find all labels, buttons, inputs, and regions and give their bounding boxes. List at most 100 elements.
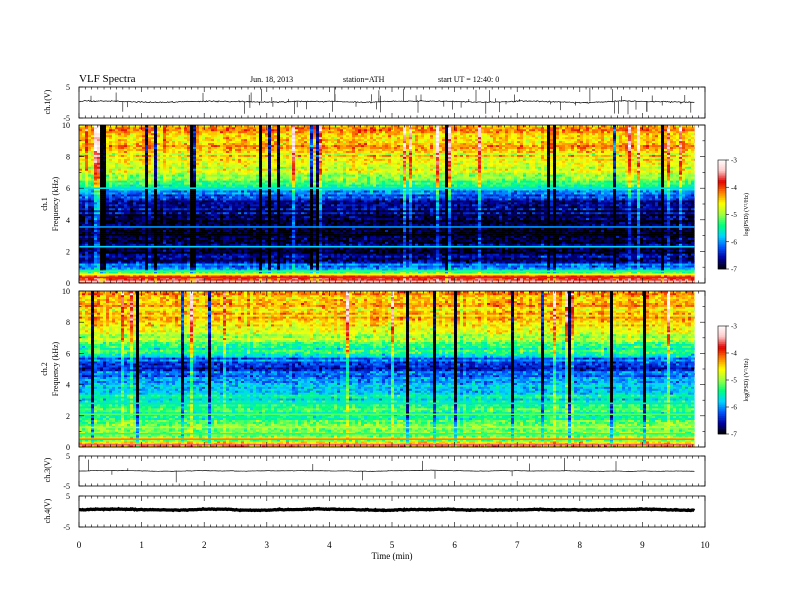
spectrogram-cell: [124, 255, 128, 258]
spectrogram-cell: [508, 247, 512, 250]
spectrogram-cell: [160, 259, 164, 262]
spectrogram-cell: [661, 253, 665, 256]
spectrogram-cell: [616, 251, 620, 254]
spectrogram-cell: [346, 237, 350, 240]
spectrogram-cell: [460, 243, 464, 246]
spectrogram-cell: [487, 279, 491, 282]
spectrogram-cell: [550, 255, 554, 258]
spectrogram-cell: [595, 255, 599, 258]
spectrogram-cell: [403, 255, 407, 258]
spectrogram-cell: [403, 257, 407, 260]
spectrogram-cell: [457, 261, 461, 264]
spectrogram-cell: [376, 275, 380, 278]
spectrogram-cell: [478, 239, 482, 242]
spectrogram-cell: [634, 275, 638, 278]
spectrogram-cell: [619, 259, 623, 262]
spectrogram-cell: [301, 269, 305, 272]
spectrogram-cell: [478, 265, 482, 268]
spectrogram-cell: [331, 257, 335, 260]
spectrogram-cell: [352, 241, 356, 244]
spectrogram-cell: [466, 263, 470, 266]
spectrogram-cell: [430, 259, 434, 262]
spectrogram-cell: [241, 241, 245, 244]
spectrogram-cell: [439, 257, 443, 260]
spectrogram-cell: [490, 257, 494, 260]
spectrogram-cell: [541, 253, 545, 256]
spectrogram-cell: [376, 269, 380, 272]
spectrogram-cell: [220, 259, 224, 262]
spectrogram-cell: [520, 275, 524, 278]
spectrogram-cell: [343, 251, 347, 254]
spectrogram-cell: [154, 261, 158, 264]
spectrogram-cell: [391, 269, 395, 272]
spectrogram-cell: [595, 237, 599, 240]
spectrogram-cell: [637, 255, 641, 258]
spectrogram-cell: [526, 255, 530, 258]
spectrogram-cell: [418, 265, 422, 268]
spectrogram-cell: [616, 247, 620, 250]
spectrogram-cell: [634, 261, 638, 264]
spectrogram-cell: [133, 259, 137, 262]
spectrogram-cell: [475, 267, 479, 270]
spectrogram-cell: [277, 263, 281, 266]
spectrogram-cell: [253, 241, 257, 244]
spectrogram-cell: [106, 239, 110, 242]
spectrogram-cell: [415, 275, 419, 278]
spectrogram-cell: [493, 247, 497, 250]
spectrogram-cell: [346, 263, 350, 266]
spectrogram-cell: [88, 251, 92, 254]
spectrogram-cell: [592, 259, 596, 262]
spectrogram-cell: [523, 267, 527, 270]
spectrogram-cell: [226, 259, 230, 262]
spectrogram-cell: [274, 271, 278, 274]
spectrogram-cell: [496, 279, 500, 282]
spectrogram-cell: [358, 269, 362, 272]
spectrogram-cell: [352, 259, 356, 262]
spectrogram-cell: [634, 263, 638, 266]
spectrogram-cell: [277, 279, 281, 282]
spectrogram-cell: [682, 271, 686, 274]
spectrogram-cell: [133, 253, 137, 256]
spectrogram-cell: [445, 257, 449, 260]
spectrogram-cell: [151, 257, 155, 260]
spectrogram-cell: [121, 267, 125, 270]
spectrogram-cell: [109, 259, 113, 262]
spectrogram-cell: [385, 265, 389, 268]
spectrogram-cell: [640, 269, 644, 272]
spectrogram-cell: [544, 255, 548, 258]
spectrogram-cell: [601, 241, 605, 244]
spectrogram-cell: [358, 257, 362, 260]
spectrogram-cell: [142, 253, 146, 256]
spectrogram-cell: [259, 249, 263, 252]
spectrogram-cell: [307, 257, 311, 260]
spectrogram-cell: [580, 265, 584, 268]
spectrogram-cell: [535, 265, 539, 268]
spectrogram-cell: [499, 237, 503, 240]
spectrogram-cell: [472, 243, 476, 246]
spectrogram-cell: [178, 271, 182, 274]
spectrogram-cell: [403, 237, 407, 240]
spectrogram-cell: [289, 251, 293, 254]
spectrogram-cell: [205, 247, 209, 250]
spectrogram-cell: [130, 241, 134, 244]
spectrogram-cell: [571, 271, 575, 274]
spectrogram-cell: [268, 243, 272, 246]
spectrogram-cell: [226, 269, 230, 272]
spectrogram-cells: [79, 125, 695, 284]
spectrogram-cell: [154, 243, 158, 246]
spectrogram-cell: [130, 263, 134, 266]
spectrogram-cell: [118, 249, 122, 252]
spectrogram-cell: [157, 257, 161, 260]
spectrogram-cell: [628, 279, 632, 282]
spectrogram-cell: [418, 267, 422, 270]
spectrogram-cell: [553, 257, 557, 260]
spectrogram-cell: [475, 263, 479, 266]
spectrogram-cell: [313, 271, 317, 274]
spectrogram-cell: [568, 279, 572, 282]
spectrogram-cell: [325, 279, 329, 282]
spectrogram-cell: [613, 279, 617, 282]
spectrogram-cell: [319, 249, 323, 252]
spectrogram-cell: [355, 261, 359, 264]
spectrogram-cell: [409, 253, 413, 256]
spectrogram-cell: [400, 253, 404, 256]
